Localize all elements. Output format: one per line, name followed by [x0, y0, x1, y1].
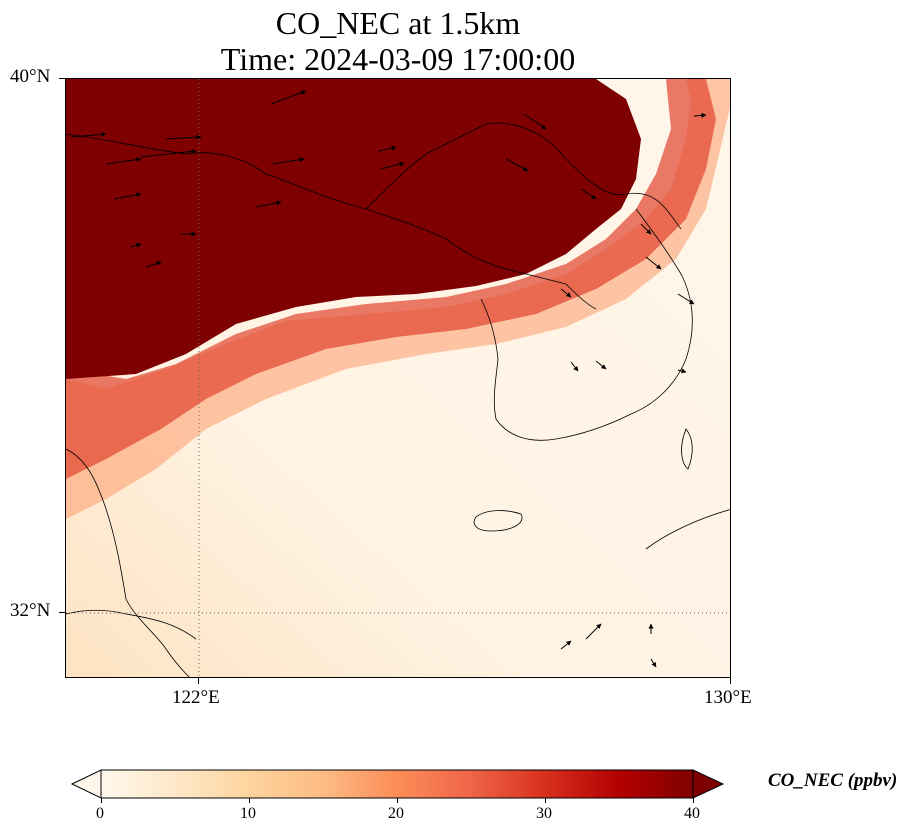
colorbar-gradient	[100, 769, 694, 799]
colorbar-tick-40: 40	[684, 805, 700, 822]
wind-arrow	[595, 360, 607, 370]
map-title: CO_NEC at 1.5km	[275, 5, 521, 41]
colorbar	[70, 769, 725, 799]
lon-label-122e: 122°E	[172, 687, 220, 708]
lat-tick	[59, 78, 65, 79]
wind-arrow	[645, 256, 662, 270]
colorbar-tick-20: 20	[388, 805, 404, 822]
lat-tick	[59, 612, 65, 613]
colorbar-tick-30: 30	[536, 805, 552, 822]
wind-arrow	[677, 293, 695, 305]
wind-arrow	[693, 112, 707, 118]
coastline-kyushu	[645, 509, 730, 550]
wind-arrow	[585, 623, 602, 640]
colorbar-tick	[397, 798, 398, 803]
colorbar-tick-0: 0	[96, 805, 104, 822]
plume-edge-band-inner	[66, 79, 716, 479]
lat-label-40n: 40°N	[10, 66, 51, 87]
colorbar-tick	[545, 798, 546, 803]
map-svg	[66, 79, 730, 677]
wind-arrow	[560, 640, 572, 650]
wind-arrow	[580, 188, 597, 200]
plume-edge-band-outer	[66, 79, 730, 519]
wind-arrow	[650, 658, 657, 668]
wind-arrow	[105, 157, 142, 165]
wind-arrow	[255, 200, 282, 208]
wind-arrow	[378, 145, 397, 152]
coastline-jeju	[473, 510, 523, 532]
wind-arrow	[165, 134, 202, 140]
coastlines	[66, 122, 730, 677]
wind-arrow	[70, 131, 107, 138]
wind-arrow	[677, 368, 687, 374]
map-subtitle: Time: 2024-03-09 17:00:00	[220, 41, 576, 77]
colorbar-tick	[693, 798, 694, 803]
coastline-korea	[480, 208, 693, 441]
lat-label-32n: 32°N	[10, 600, 51, 621]
wind-arrow	[560, 288, 572, 298]
coastline-bohai	[66, 133, 597, 310]
wind-arrow	[380, 161, 405, 170]
colorbar-max-extend	[692, 769, 725, 799]
coastline-china-east	[66, 448, 190, 677]
graticule	[66, 79, 730, 677]
wind-arrow	[640, 223, 652, 235]
wind-arrow	[505, 158, 529, 172]
lon-tick	[730, 678, 731, 684]
wind-vectors	[70, 90, 707, 668]
coastline-liaodong	[365, 122, 682, 230]
colorbar-tick	[101, 798, 102, 803]
wind-arrow	[145, 261, 162, 268]
lon-tick	[198, 678, 199, 684]
wind-arrow	[523, 113, 547, 130]
coastline-tsushima	[681, 428, 693, 470]
colorbar-tick-10: 10	[240, 805, 256, 822]
map-plot-area	[65, 78, 731, 678]
wind-arrow	[130, 242, 142, 248]
colorbar-tick	[249, 798, 250, 803]
colorbar-min-extend	[70, 769, 102, 799]
wind-arrow	[113, 192, 142, 200]
wind-arrow	[570, 361, 579, 372]
wind-arrow	[272, 157, 305, 165]
coastline-yangtze	[66, 609, 197, 640]
colorbar-label: CO_NEC (ppbv)	[768, 770, 898, 791]
lon-label-130e: 130°E	[704, 687, 752, 708]
wind-arrow	[140, 149, 197, 158]
wind-arrow	[270, 90, 307, 105]
